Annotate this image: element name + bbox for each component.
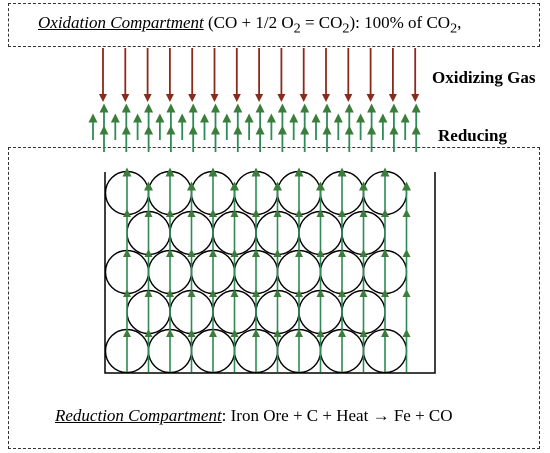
bed-arrowhead [381,289,389,297]
oxidation-eq-end: , [457,13,462,32]
oxidation-eq-post: ): 100% of CO [349,13,451,32]
bed-arrowhead [316,249,325,257]
reaction-arrow: → [372,406,390,425]
bed-arrowhead [273,249,282,257]
bed-arrowhead [187,249,196,257]
bed-arrowhead [359,209,368,217]
reduction-eq-post: Fe + CO [389,406,453,425]
bed-arrowhead [166,329,174,337]
bed-arrowhead [381,209,389,217]
reduction-name: Reduction Compartment [55,406,222,425]
reduction-eq-pre: : Iron Ore + C + Heat [221,406,373,425]
bed-arrowhead [316,289,325,297]
reduction-compartment-box [8,147,540,449]
bed-arrowhead [123,209,131,217]
bed-arrowhead [252,209,260,217]
bed-arrowhead [144,249,153,257]
oxidizing-gas-label: Oxidizing Gas [432,68,536,87]
bed-arrowhead [359,329,368,337]
bed-arrowhead [187,209,196,217]
oxidation-sub-1: 2 [293,20,301,37]
bed-arrowhead [209,289,217,297]
bed-arrowhead [166,209,174,217]
bed-arrowhead [295,329,303,337]
bed-arrowhead [230,289,239,297]
oxidation-sub-2: 2 [342,20,350,37]
bed-arrowhead [402,329,411,337]
bed-arrowhead [338,249,346,257]
oxidation-sub-3: 2 [450,20,458,37]
bed-arrowhead [338,289,346,297]
bed-arrowhead [359,249,368,257]
bed-arrowhead [187,329,196,337]
bed-arrowhead [338,209,346,217]
oxidation-name: Oxidation Compartment [38,13,204,32]
bed-arrowhead [273,329,282,337]
bed-arrowhead [381,249,389,257]
bed-arrowhead [273,289,282,297]
bed-arrowhead [166,249,174,257]
oxidation-eq-mid: = CO [300,13,343,32]
bed-arrowhead [144,329,153,337]
bed-arrowhead [316,209,325,217]
oxidation-caption: Oxidation Compartment (CO + 1/2 O2 = CO2… [38,13,461,37]
bed-arrowhead [402,289,411,297]
bed-arrowhead [209,249,217,257]
bed-arrowhead [381,329,389,337]
bed-arrowhead [295,209,303,217]
oxidation-eq-pre: (CO + 1/2 O [203,13,294,32]
bed-arrowhead [123,289,131,297]
bed-arrowhead [402,209,411,217]
bed-arrowhead [144,289,153,297]
bed-arrowhead [402,249,411,257]
reduction-caption: Reduction Compartment: Iron Ore + C + He… [55,406,453,426]
bed-arrowhead [209,329,217,337]
oxidation-compartment-box [8,3,540,47]
bed-arrowhead [123,249,131,257]
bed-arrowhead [252,249,260,257]
bed-arrowhead [123,329,131,337]
bed-arrowhead [252,329,260,337]
bed-arrowhead [295,249,303,257]
bed-arrowhead [230,249,239,257]
bed-arrowhead [230,329,239,337]
bed-arrowhead [209,209,217,217]
bed-arrowhead [252,289,260,297]
bed-arrowhead [359,289,368,297]
bed-arrowhead [273,209,282,217]
reducing-label: Reducing [438,126,507,145]
bed-arrowhead [144,209,153,217]
bed-arrowhead [230,209,239,217]
bed-arrowhead [187,289,196,297]
bed-arrowhead [166,289,174,297]
bed-arrowhead [338,329,346,337]
bed-arrowhead [316,329,325,337]
bed-arrowhead [295,289,303,297]
